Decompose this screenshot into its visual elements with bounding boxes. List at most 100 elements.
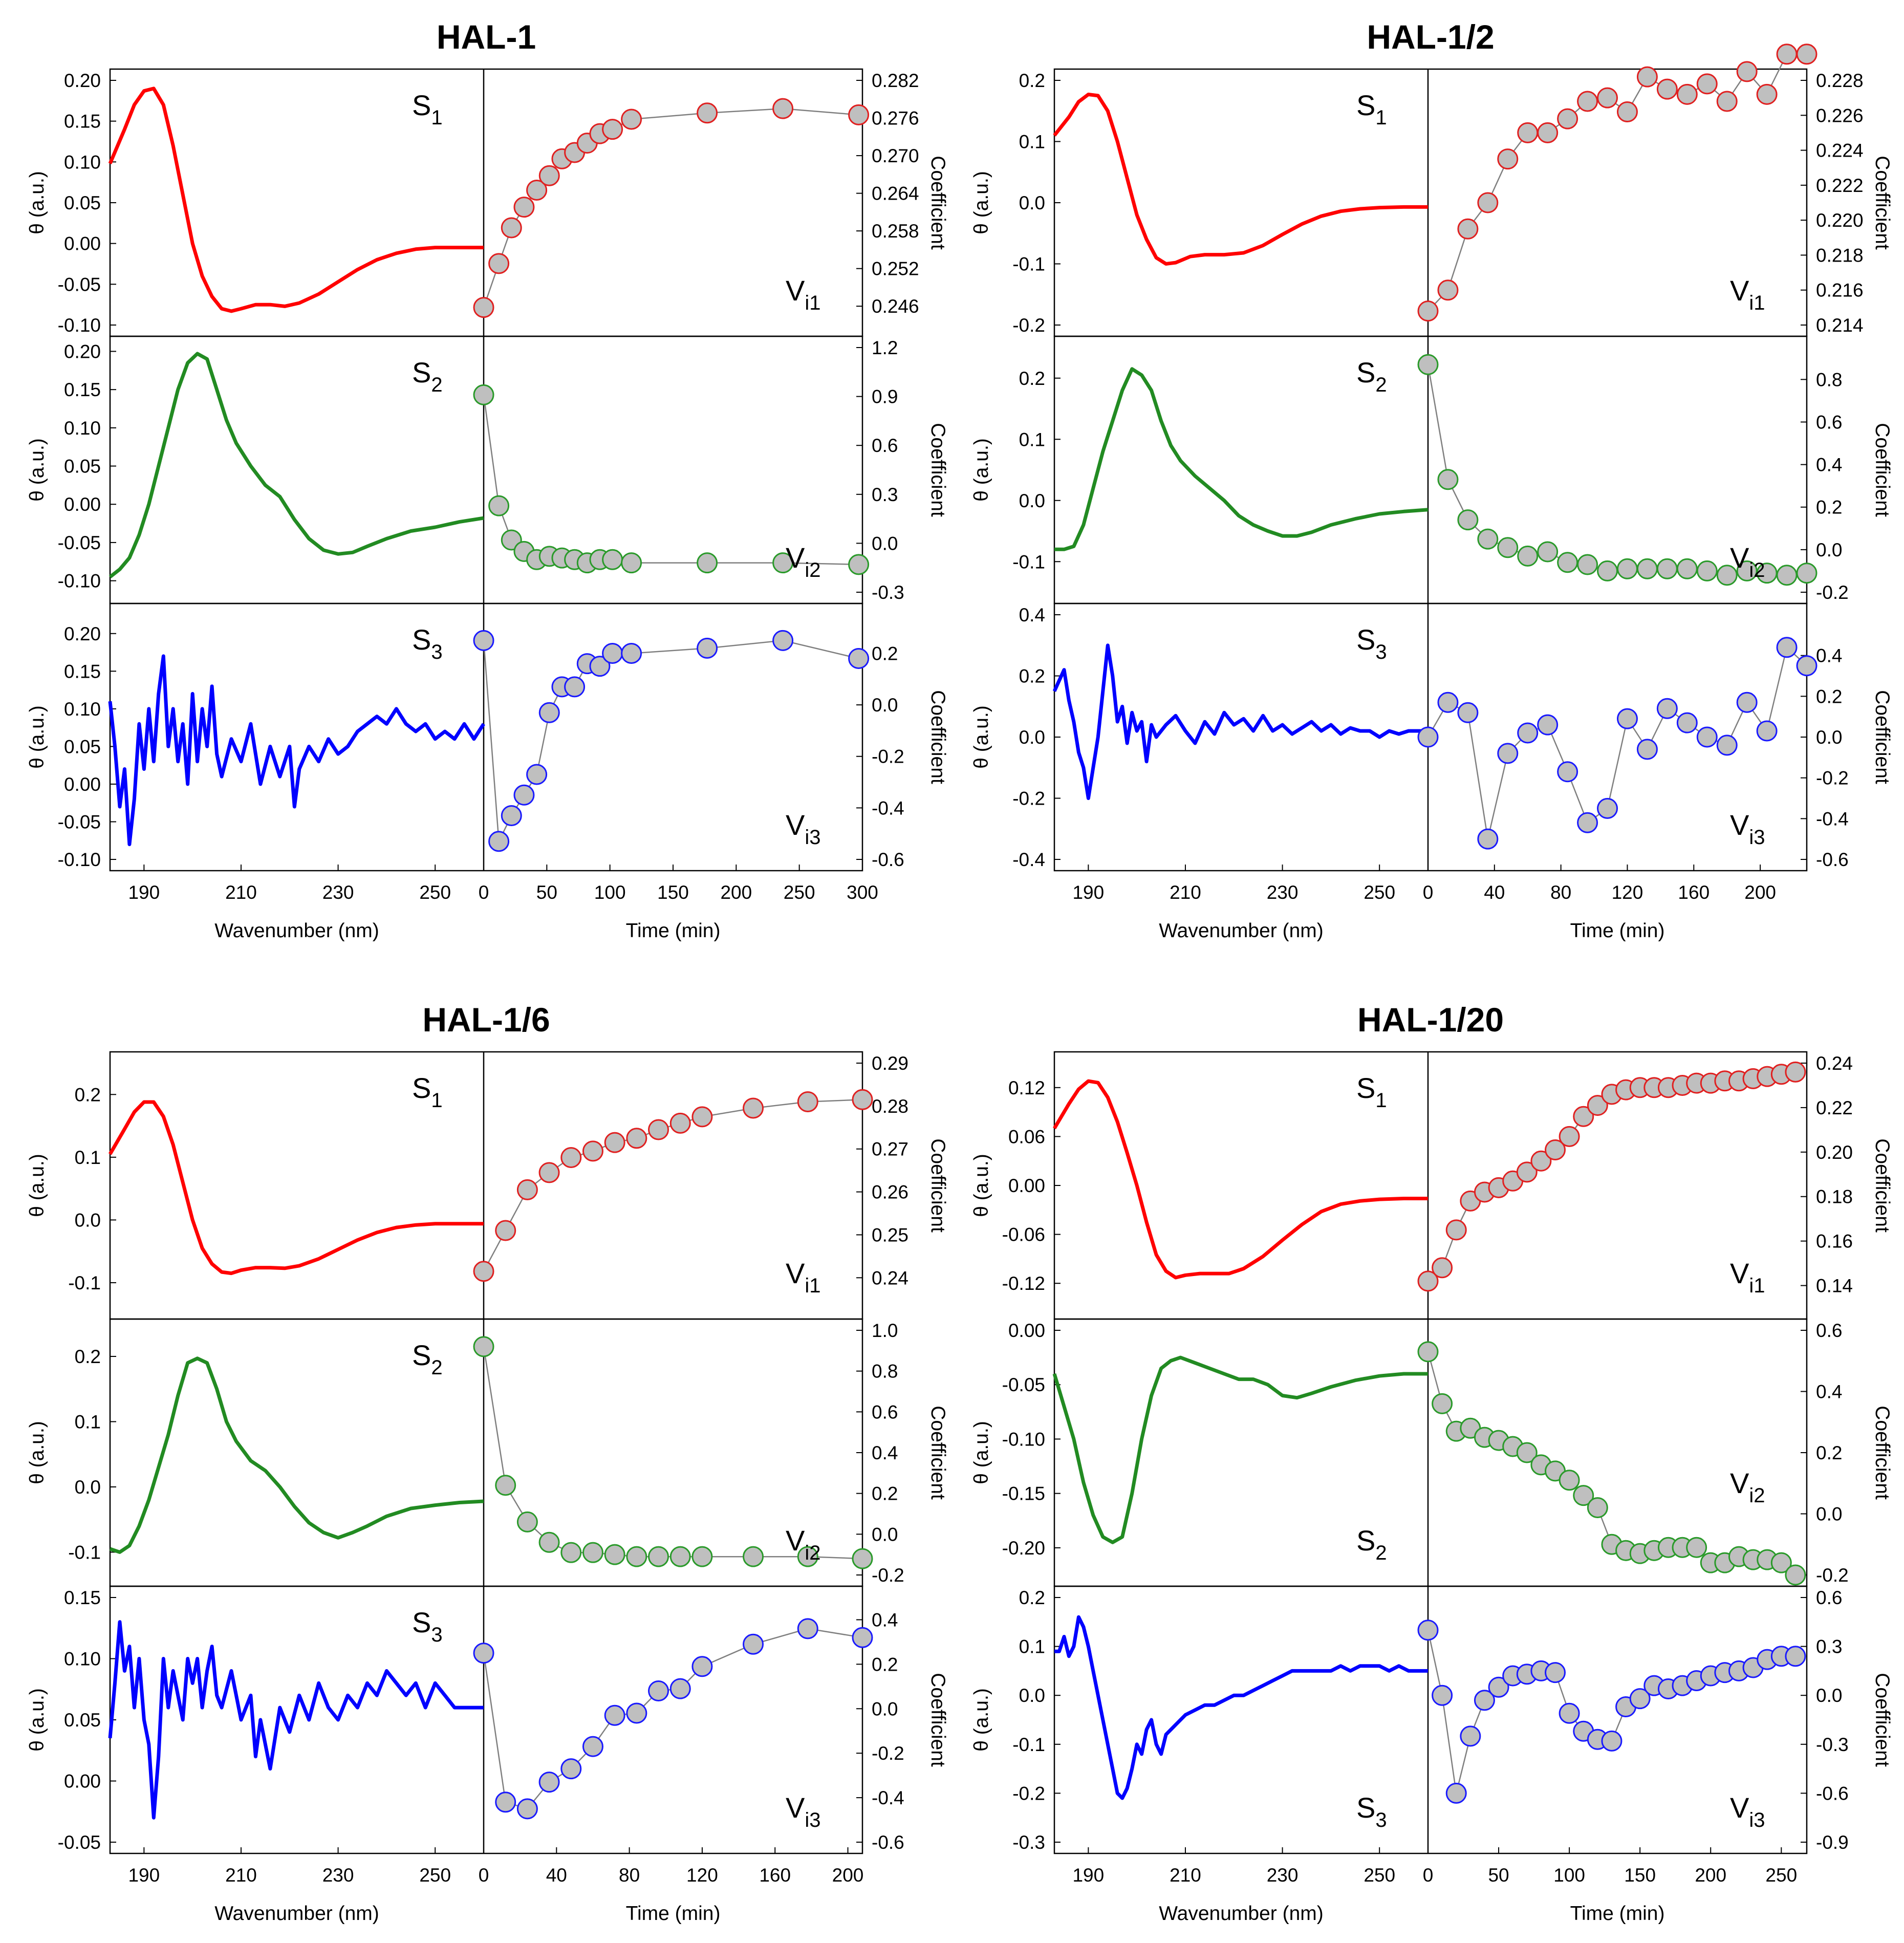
spectrum-line — [1052, 1079, 1428, 1280]
coefficient-point — [1629, 1688, 1651, 1710]
left-tick-label: 0.1 — [75, 1147, 101, 1168]
coefficient-point — [473, 1261, 494, 1282]
right-tick-label: 1.2 — [872, 337, 898, 358]
x-tick-label: 230 — [322, 882, 354, 903]
coefficient-point — [1796, 44, 1818, 65]
coefficient-point — [648, 1546, 669, 1567]
coefficient-point — [1776, 637, 1798, 658]
row-1: -0.12 -0.06 0.00 0.06 0.12 0.14 0.16 0.18 0.20 0.… — [970, 1051, 1893, 1320]
right-tick-label: 0.224 — [1816, 140, 1864, 161]
right-tick-label: 0.270 — [872, 145, 919, 166]
coefficient-point — [1497, 743, 1519, 764]
plot-frame — [1053, 68, 1808, 337]
right-tick-label: 0.214 — [1816, 315, 1864, 336]
coefficient-point — [1736, 692, 1758, 713]
component-label: S1 — [412, 89, 443, 129]
coefficient-point — [473, 384, 494, 405]
coefficient-point — [602, 642, 623, 664]
x-tick-label: 250 — [1364, 882, 1395, 903]
y-axis-label-theta: θ (a.u.) — [26, 171, 48, 234]
right-tick-label: 0.0 — [1816, 1504, 1842, 1525]
coefficient-point — [697, 552, 718, 574]
panel-title: HAL-1/20 — [1357, 1001, 1504, 1039]
x-tick-label: 200 — [832, 1865, 864, 1886]
right-tick-label: -0.6 — [872, 849, 904, 870]
y-axis-label-coefficient: Coefficient — [1871, 1673, 1893, 1767]
right-tick-label: 0.216 — [1816, 280, 1864, 301]
x-tick-label: 0 — [479, 1865, 489, 1886]
coefficient-point — [1676, 712, 1698, 733]
left-tick-label: 0.1 — [75, 1411, 101, 1432]
coefficient-point — [1417, 300, 1439, 322]
right-tick-label: 0.8 — [872, 1361, 898, 1382]
coefficient-point — [772, 552, 794, 574]
x-tick-label: 0 — [1423, 1865, 1434, 1886]
left-tick-label: 0.15 — [64, 379, 101, 400]
left-tick-label: 0.0 — [1019, 1685, 1045, 1706]
coefficient-point — [1457, 218, 1479, 240]
spectrum-line — [108, 87, 484, 313]
y-axis-label-theta: θ (a.u.) — [26, 1421, 48, 1484]
right-tick-label: 0.25 — [872, 1224, 908, 1245]
right-tick-label: 0.24 — [872, 1267, 908, 1288]
coefficient-point — [1497, 148, 1519, 170]
left-tick-label: 0.0 — [1019, 192, 1045, 213]
left-tick-label: 0.00 — [1008, 1320, 1045, 1341]
spectrum-line — [1054, 367, 1429, 551]
coefficient-point — [1559, 1702, 1580, 1724]
coefficient-point — [669, 1678, 691, 1699]
left-tick-label: 0.2 — [75, 1084, 101, 1105]
coefficient-point — [797, 1546, 818, 1567]
coefficient-point — [743, 1546, 764, 1567]
coefficient-point — [604, 1704, 625, 1726]
y-axis-label-coefficient: Coefficient — [1871, 690, 1893, 784]
coefficient-point — [473, 630, 494, 651]
coefficient-point — [848, 554, 870, 575]
y-axis-label-theta: θ (a.u.) — [26, 438, 48, 502]
coefficient-point — [602, 119, 623, 140]
x-tick-label: 210 — [225, 882, 257, 903]
coefficient-point — [1557, 552, 1578, 573]
x-tick-label: 210 — [1170, 1865, 1201, 1886]
coefficient-point — [852, 1627, 873, 1648]
coefficient-point — [1796, 563, 1818, 584]
coefficient-point — [516, 1798, 538, 1820]
x-tick-label: 230 — [1267, 882, 1299, 903]
panel-4: HAL-1/20 -0.12-0.060.000.060.120.140.160.… — [970, 1001, 1893, 1925]
plot-frame — [109, 602, 863, 872]
right-tick-label: 0.0 — [1816, 1685, 1842, 1706]
coefficient-point — [602, 549, 623, 570]
coefficient-point — [589, 656, 611, 677]
coefficient-point — [1516, 1161, 1538, 1183]
coefficient-point — [560, 1147, 582, 1168]
row-2: -0.1 0.0 0.1 0.2 -0.2 0.0 0.2 0.4 0.6 0.8 1.0 θ (a.… — [26, 1318, 949, 1587]
component-label: S2 — [412, 356, 443, 396]
coefficient-point — [626, 1128, 647, 1149]
right-tick-label: 0.6 — [1816, 1587, 1842, 1608]
right-tick-label: -0.6 — [872, 1832, 904, 1853]
x-axis-label-time: Time (min) — [626, 1903, 721, 1925]
right-tick-label: 0.22 — [1816, 1097, 1853, 1118]
coefficient-point — [1676, 83, 1698, 105]
right-tick-label: 0.220 — [1816, 210, 1864, 231]
coefficient-point — [1686, 1537, 1707, 1558]
left-tick-label: -0.1 — [68, 1272, 101, 1293]
left-tick-label: -0.15 — [1002, 1483, 1045, 1504]
coefficient-point — [501, 217, 522, 239]
right-tick-label: 0.0 — [1816, 727, 1842, 748]
x-axis-label-time: Time (min) — [1570, 1903, 1665, 1925]
y-axis-label-coefficient: Coefficient — [927, 1673, 949, 1767]
coefficient-point — [1445, 1782, 1467, 1804]
right-tick-label: -0.2 — [1816, 1565, 1849, 1586]
x-tick-label: 250 — [1364, 1865, 1395, 1886]
row-1: -0.2 -0.1 0.0 0.1 0.2 0.214 0.216 0.218 0.220 0.2… — [970, 44, 1893, 337]
left-tick-label: 0.10 — [64, 152, 101, 172]
coefficient-point — [1457, 509, 1479, 531]
coefficient-point — [1432, 1685, 1453, 1706]
plot-frame — [109, 1585, 863, 1854]
x-tick-label: 250 — [419, 882, 451, 903]
component-label: S2 — [1356, 1524, 1387, 1564]
x-axis-label-wavenumber: Wavenumber (nm) — [214, 1903, 379, 1925]
right-tick-label: 0.2 — [872, 643, 898, 664]
right-tick-label: 0.4 — [1816, 645, 1842, 666]
